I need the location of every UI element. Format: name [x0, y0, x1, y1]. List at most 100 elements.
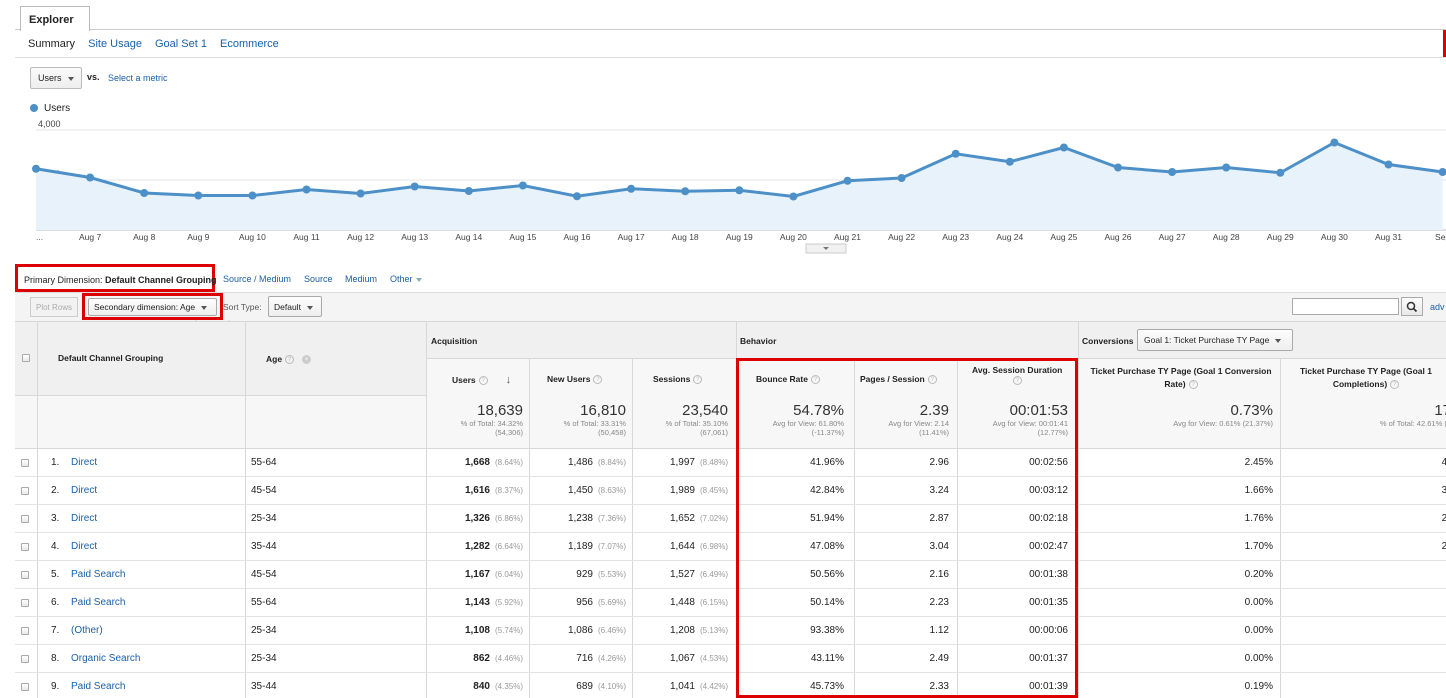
- plot-rows-button[interactable]: Plot Rows: [30, 297, 78, 317]
- dim-other-label: Other: [390, 274, 413, 284]
- row-checkbox[interactable]: [21, 515, 29, 523]
- cell-conv-value: 0.00%: [1244, 625, 1273, 636]
- col-header-users-label: Users: [452, 375, 476, 385]
- row-checkbox[interactable]: [21, 655, 29, 663]
- cell-new-pct: (4.10%): [597, 682, 626, 691]
- search-button[interactable]: [1401, 297, 1423, 316]
- channel-link[interactable]: Organic Search: [71, 653, 141, 664]
- help-icon[interactable]: ?: [693, 375, 703, 385]
- select-all-checkbox[interactable]: [22, 354, 30, 362]
- cell-sess: 1,067 (4.53%): [632, 653, 728, 664]
- data-point: [140, 189, 149, 197]
- primary-dimension-value[interactable]: Default Channel Grouping: [105, 275, 217, 285]
- tab-explorer[interactable]: Explorer: [20, 6, 90, 31]
- row-checkbox[interactable]: [21, 599, 29, 607]
- table-controls: Plot Rows Secondary dimension: Age Sort …: [15, 292, 1446, 322]
- cell-pages-value: 2.23: [929, 597, 949, 608]
- channel-link[interactable]: Paid Search: [71, 569, 126, 580]
- row-checkbox[interactable]: [21, 487, 29, 495]
- cell-bounce: 93.38%: [739, 625, 844, 636]
- col-header-age[interactable]: Age? ×: [266, 354, 312, 365]
- col-header-completions[interactable]: Ticket Purchase TY Page (Goal 1 Completio…: [1286, 365, 1446, 391]
- cell-bounce-value: 41.96%: [810, 457, 844, 468]
- cell-bounce: 41.96%: [739, 457, 844, 468]
- col-header-new-users[interactable]: New Users?: [547, 374, 603, 385]
- red-edge-marker: [1443, 30, 1446, 58]
- row-checkbox[interactable]: [21, 571, 29, 579]
- channel-link[interactable]: Direct: [71, 513, 98, 524]
- sort-desc-arrow-icon[interactable]: ↓: [505, 374, 512, 386]
- row-checkbox[interactable]: [21, 627, 29, 635]
- cell-sess-pct: (4.53%): [699, 654, 728, 663]
- help-icon[interactable]: ?: [1013, 376, 1022, 386]
- channel-link[interactable]: Direct: [71, 485, 98, 496]
- channel-link[interactable]: Direct: [71, 541, 98, 552]
- subnav-ecommerce[interactable]: Ecommerce: [220, 38, 279, 50]
- cell-dur-value: 00:00:06: [1029, 625, 1068, 636]
- channel-link[interactable]: Direct: [71, 457, 98, 468]
- col-header-pages-session[interactable]: Pages / Session?: [860, 374, 937, 385]
- group-behavior: Behavior: [740, 336, 777, 346]
- age-value: 55-64: [251, 457, 277, 468]
- age-value: 25-34: [251, 625, 277, 636]
- help-icon[interactable]: ?: [810, 375, 820, 385]
- cell-bounce: 50.56%: [739, 569, 844, 580]
- help-icon[interactable]: ?: [593, 375, 603, 385]
- goal-select[interactable]: Goal 1: Ticket Purchase TY Page: [1137, 329, 1293, 351]
- col-header-channel[interactable]: Default Channel Grouping: [58, 353, 164, 363]
- age-value: 25-34: [251, 653, 277, 664]
- cell-bounce-value: 47.08%: [810, 541, 844, 552]
- subnav-summary[interactable]: Summary: [28, 38, 76, 50]
- subnav-site-usage[interactable]: Site Usage: [88, 38, 142, 50]
- help-icon[interactable]: ?: [285, 355, 295, 365]
- help-icon[interactable]: ?: [927, 375, 937, 385]
- search-icon: [1406, 301, 1418, 313]
- cell-bounce: 43.11%: [739, 653, 844, 664]
- cell-users: 1,167 (6.04%): [426, 569, 523, 580]
- remove-dimension-icon[interactable]: ×: [302, 355, 312, 365]
- cell-new-pct: (5.69%): [597, 598, 626, 607]
- cell-users: 1,282 (6.64%): [426, 541, 523, 552]
- col-header-bounce-rate[interactable]: Bounce Rate?: [756, 374, 820, 385]
- cell-conv: 1.66%: [1081, 485, 1273, 496]
- select-metric-link[interactable]: Select a metric: [108, 73, 168, 83]
- table-search-input[interactable]: [1292, 298, 1399, 315]
- dim-source[interactable]: Source: [304, 274, 333, 284]
- col-header-users[interactable]: Users? ↓: [452, 374, 511, 386]
- channel-link[interactable]: Paid Search: [71, 681, 126, 692]
- data-point: [410, 182, 419, 191]
- dim-other[interactable]: Other: [390, 274, 422, 284]
- cell-bounce: 42.84%: [739, 485, 844, 496]
- help-icon[interactable]: ?: [1390, 380, 1400, 390]
- metric-select[interactable]: Users: [30, 67, 82, 89]
- col-header-avg-duration[interactable]: Avg. Session Duration?: [972, 365, 1062, 386]
- channel-link[interactable]: (Other): [71, 625, 103, 636]
- advanced-link[interactable]: adv: [1430, 302, 1445, 312]
- cell-pages: 2.87: [855, 513, 949, 524]
- dim-medium[interactable]: Medium: [345, 274, 378, 284]
- help-icon[interactable]: ?: [478, 376, 488, 386]
- cell-new-value: 956: [576, 597, 593, 608]
- help-icon[interactable]: ?: [1188, 380, 1198, 390]
- cell-dur-value: 00:02:47: [1029, 541, 1068, 552]
- cell-completions-value: 33: [1441, 485, 1446, 496]
- cell-users-pct: (6.64%): [494, 542, 523, 551]
- dim-source-medium[interactable]: Source / Medium: [223, 274, 292, 284]
- cell-new-pct: (6.46%): [597, 626, 626, 635]
- data-point: [681, 187, 690, 196]
- subnav-goal-set-1[interactable]: Goal Set 1: [155, 38, 207, 50]
- cell-users: 1,326 (6.86%): [426, 513, 523, 524]
- row-checkbox[interactable]: [21, 543, 29, 551]
- secondary-dimension-select[interactable]: Secondary dimension: Age: [88, 298, 217, 316]
- col-header-sessions[interactable]: Sessions?: [653, 374, 703, 385]
- cell-completions-value: 28: [1441, 541, 1446, 552]
- col-header-conv-rate[interactable]: Ticket Purchase TY Page (Goal 1 Conversi…: [1081, 365, 1281, 391]
- row-checkbox[interactable]: [21, 459, 29, 467]
- total-conv: 0.73% Avg for View: 0.61% (21.37%): [1081, 402, 1273, 428]
- row-checkbox[interactable]: [21, 683, 29, 691]
- x-tick-label: Sep: [1435, 232, 1446, 242]
- channel-link[interactable]: Paid Search: [71, 597, 126, 608]
- sort-type-select[interactable]: Default: [268, 296, 322, 317]
- x-tick-label: Aug 14: [455, 232, 482, 242]
